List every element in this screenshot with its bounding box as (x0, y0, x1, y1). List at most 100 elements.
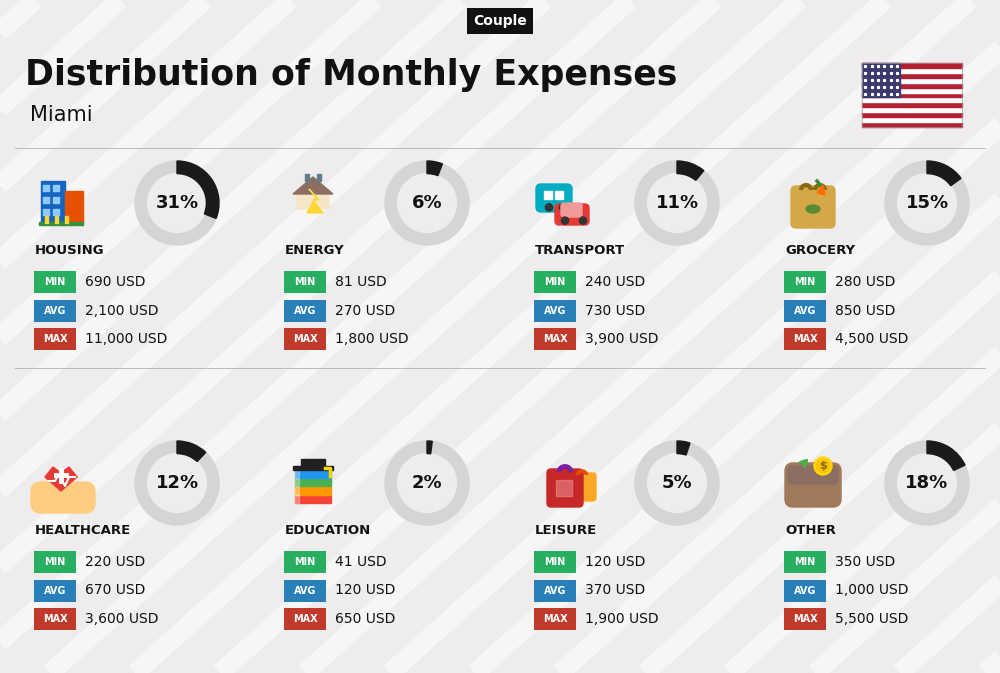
Bar (862, 63, 962, 127)
Text: MIN: MIN (294, 557, 316, 567)
Text: AVG: AVG (44, 586, 66, 596)
Bar (55, 216, 58, 223)
Bar (53, 197, 59, 203)
Text: 5%: 5% (662, 474, 692, 492)
FancyBboxPatch shape (34, 551, 76, 573)
Bar (555, 191, 563, 199)
Bar (295, 479, 299, 486)
Text: 240 USD: 240 USD (585, 275, 645, 289)
Text: MAX: MAX (543, 334, 567, 344)
FancyBboxPatch shape (791, 186, 835, 228)
Bar (862, 68, 962, 73)
Text: 730 USD: 730 USD (585, 304, 645, 318)
Bar (305, 174, 309, 181)
Text: MAX: MAX (43, 334, 67, 344)
Bar (862, 117, 962, 122)
FancyBboxPatch shape (284, 608, 326, 630)
Text: MIN: MIN (44, 557, 66, 567)
Text: MAX: MAX (293, 334, 317, 344)
Text: 3,600 USD: 3,600 USD (85, 612, 158, 626)
Polygon shape (817, 185, 825, 195)
Text: MIN: MIN (544, 557, 566, 567)
Text: AVG: AVG (294, 586, 316, 596)
Bar (295, 470, 299, 478)
Text: 18%: 18% (905, 474, 949, 492)
Polygon shape (45, 467, 77, 491)
Text: 11%: 11% (655, 194, 699, 212)
Circle shape (885, 161, 969, 245)
FancyBboxPatch shape (534, 608, 576, 630)
Wedge shape (177, 441, 206, 462)
Text: 670 USD: 670 USD (85, 583, 145, 598)
Circle shape (545, 204, 553, 211)
Wedge shape (677, 441, 690, 455)
Text: OTHER: OTHER (785, 524, 836, 538)
Text: 220 USD: 220 USD (85, 555, 145, 569)
Circle shape (398, 174, 456, 232)
Text: 2%: 2% (412, 474, 442, 492)
FancyBboxPatch shape (284, 299, 326, 322)
Text: 11,000 USD: 11,000 USD (85, 332, 167, 346)
FancyBboxPatch shape (284, 551, 326, 573)
Text: MIN: MIN (794, 557, 816, 567)
Bar (862, 98, 962, 102)
Text: Couple: Couple (473, 14, 527, 28)
FancyBboxPatch shape (561, 203, 582, 217)
Text: ENERGY: ENERGY (285, 244, 345, 258)
Bar (862, 63, 962, 68)
Wedge shape (427, 161, 442, 176)
Circle shape (148, 174, 206, 232)
Ellipse shape (806, 205, 820, 213)
FancyBboxPatch shape (31, 482, 95, 513)
Text: MAX: MAX (793, 614, 817, 624)
Text: 280 USD: 280 USD (835, 275, 895, 289)
Text: GROCERY: GROCERY (785, 244, 855, 258)
Bar (43, 209, 49, 215)
Bar (41, 181, 65, 223)
Text: 1,900 USD: 1,900 USD (585, 612, 659, 626)
FancyBboxPatch shape (555, 204, 589, 225)
Bar (295, 487, 299, 495)
Text: EDUCATION: EDUCATION (285, 524, 371, 538)
FancyBboxPatch shape (784, 551, 826, 573)
Text: MAX: MAX (543, 614, 567, 624)
Text: $: $ (819, 461, 827, 471)
Circle shape (817, 460, 829, 472)
Bar (295, 495, 331, 503)
FancyBboxPatch shape (784, 299, 826, 322)
Text: 3,900 USD: 3,900 USD (585, 332, 658, 346)
Text: LEISURE: LEISURE (535, 524, 597, 538)
Text: MIN: MIN (294, 277, 316, 287)
Bar (39, 222, 83, 225)
FancyBboxPatch shape (536, 184, 572, 212)
Circle shape (148, 454, 206, 512)
Polygon shape (293, 177, 333, 194)
Circle shape (135, 161, 219, 245)
Polygon shape (297, 181, 329, 209)
Bar (301, 458, 325, 466)
Bar (862, 87, 962, 93)
Circle shape (385, 441, 469, 525)
Circle shape (559, 204, 567, 211)
Bar (43, 197, 49, 203)
Bar (862, 107, 962, 112)
Polygon shape (307, 189, 323, 213)
FancyBboxPatch shape (34, 608, 76, 630)
Bar (862, 83, 962, 87)
Text: 2,100 USD: 2,100 USD (85, 304, 158, 318)
Text: Miami: Miami (30, 105, 93, 125)
Text: MIN: MIN (794, 277, 816, 287)
Wedge shape (177, 161, 219, 219)
FancyBboxPatch shape (534, 579, 576, 602)
Circle shape (635, 161, 719, 245)
Circle shape (898, 454, 956, 512)
Text: MAX: MAX (793, 334, 817, 344)
Bar (317, 174, 321, 181)
Circle shape (398, 454, 456, 512)
Text: 6%: 6% (412, 194, 442, 212)
Text: 120 USD: 120 USD (585, 555, 645, 569)
Bar (65, 191, 83, 223)
Circle shape (635, 441, 719, 525)
Text: AVG: AVG (794, 586, 816, 596)
FancyBboxPatch shape (570, 473, 596, 501)
